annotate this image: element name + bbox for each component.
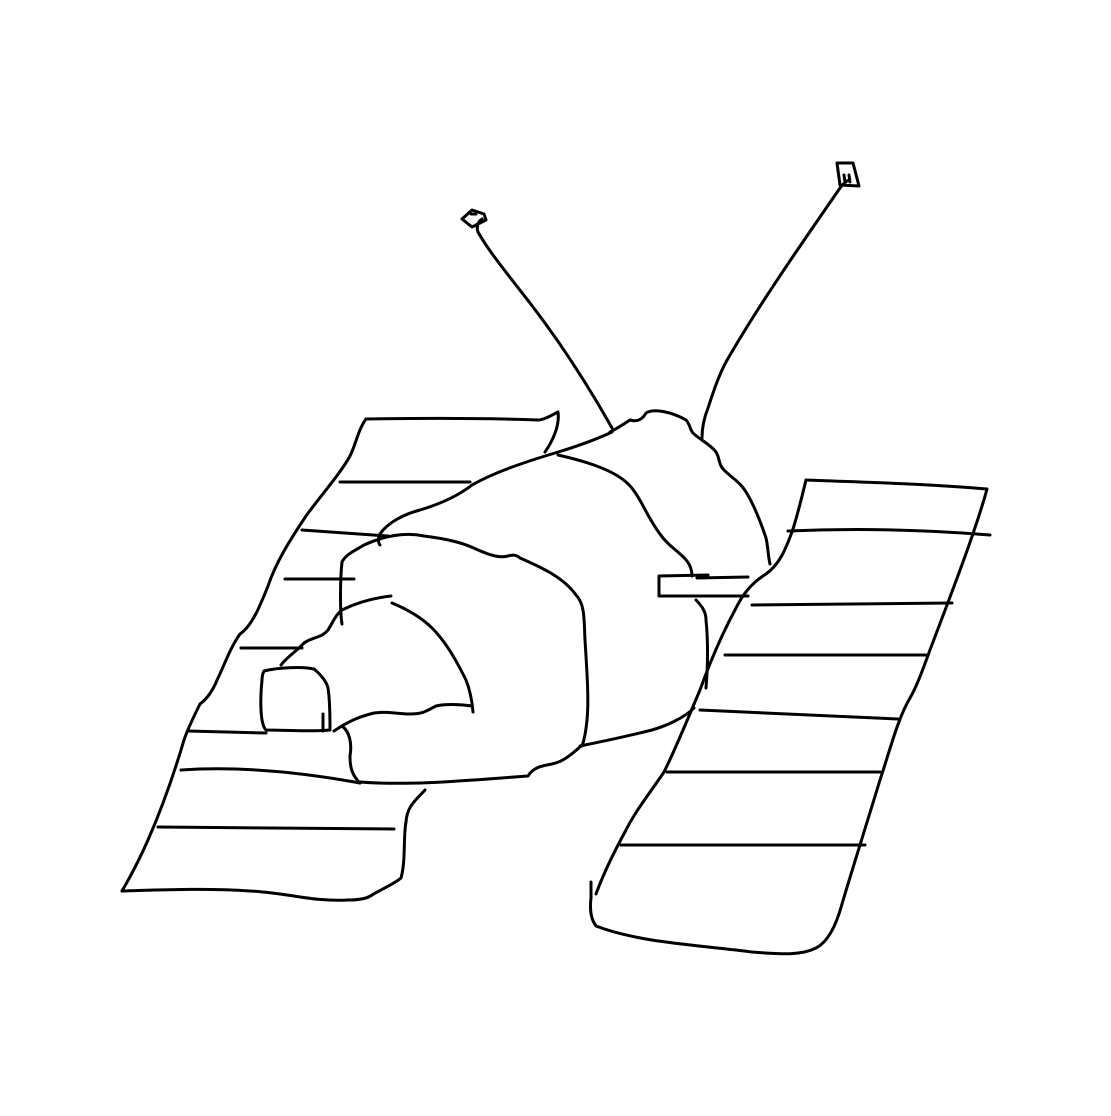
- front-camera-box: [259, 666, 332, 733]
- right-solar-panel: [589, 478, 992, 956]
- satellite-body: [339, 430, 696, 785]
- left-antenna-tip: [460, 208, 488, 229]
- body-connector-bracket: [657, 573, 750, 690]
- right-panel-rule-4: [698, 708, 900, 721]
- satellite-top-module: [556, 409, 772, 578]
- left-panel-rule-2: [300, 528, 390, 538]
- right-antenna: [700, 161, 861, 440]
- left-panel-rule-7: [156, 825, 396, 831]
- left-panel-rule-5: [186, 729, 268, 735]
- left-antenna: [460, 208, 614, 430]
- right-panel-rule-1: [786, 528, 992, 537]
- left-panel-rule-6: [179, 767, 362, 785]
- right-antenna-tip: [835, 161, 861, 188]
- left-solar-panel: [120, 410, 560, 902]
- satellite-front-modules: [259, 594, 475, 897]
- right-panel-rule-2: [750, 601, 954, 607]
